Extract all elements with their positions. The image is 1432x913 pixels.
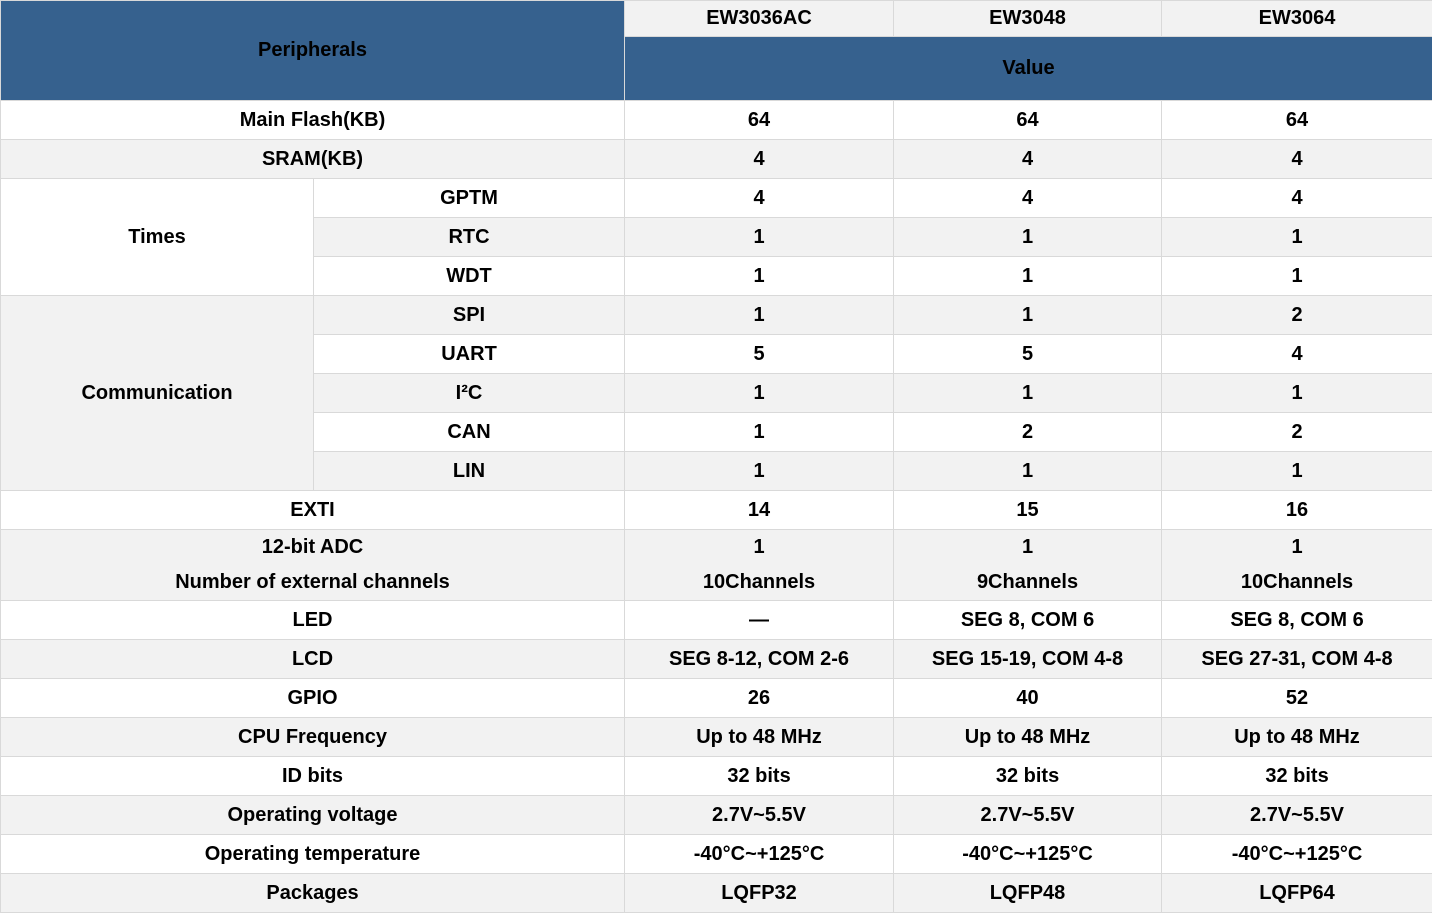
cell-value: Up to 48 MHz [1162, 718, 1432, 757]
table-row: Operating voltage 2.7V~5.5V 2.7V~5.5V 2.… [1, 796, 1432, 835]
table-row: Main Flash(KB) 64 64 64 [1, 101, 1432, 140]
table-row: Operating temperature -40°C~+125°C -40°C… [1, 835, 1432, 874]
cell-value: 1 [1162, 257, 1432, 296]
cell-value: 40 [894, 679, 1162, 718]
group-label-times: Times [1, 179, 314, 296]
cell-value: 1 [894, 296, 1162, 335]
cell-value: 64 [625, 101, 894, 140]
cell-value: -40°C~+125°C [894, 835, 1162, 874]
cell-value: 2 [1162, 296, 1432, 335]
cell-value: 1 [894, 374, 1162, 413]
cell-value: 2 [1162, 413, 1432, 452]
table-row: 12-bit ADC Number of external channels 1… [1, 530, 1432, 601]
cell-value: 2.7V~5.5V [894, 796, 1162, 835]
cell-value: 2.7V~5.5V [625, 796, 894, 835]
table-row: SRAM(KB) 4 4 4 [1, 140, 1432, 179]
cell-value: 1 [894, 218, 1162, 257]
cell-value: SEG 27-31, COM 4-8 [1162, 640, 1432, 679]
cell-value: 5 [625, 335, 894, 374]
row-label: GPTM [314, 179, 625, 218]
cell-value: 52 [1162, 679, 1432, 718]
cell-value: 1 [894, 452, 1162, 491]
cell-value: 26 [625, 679, 894, 718]
cell-value: 4 [625, 179, 894, 218]
cell-value: SEG 8-12, COM 2-6 [625, 640, 894, 679]
row-label: Operating voltage [1, 796, 625, 835]
cell-value: 32 bits [894, 757, 1162, 796]
header-row-models: Peripherals EW3036AC EW3048 EW3064 [1, 1, 1432, 37]
cell-value: -40°C~+125°C [1162, 835, 1432, 874]
row-label: EXTI [1, 491, 625, 530]
group-label-communication: Communication [1, 296, 314, 491]
row-label: Main Flash(KB) [1, 101, 625, 140]
cell-value: 1 [625, 374, 894, 413]
cell-value: 4 [1162, 140, 1432, 179]
row-label: ID bits [1, 757, 625, 796]
table-row: CPU Frequency Up to 48 MHz Up to 48 MHz … [1, 718, 1432, 757]
cell-value: 32 bits [625, 757, 894, 796]
cell-value: 1 [1162, 452, 1432, 491]
cell-value: SEG 15-19, COM 4-8 [894, 640, 1162, 679]
cell-value: 1 10Channels [625, 530, 894, 601]
cell-value: -40°C~+125°C [625, 835, 894, 874]
table-row: Times GPTM 4 4 4 [1, 179, 1432, 218]
peripherals-header-cell: Peripherals [1, 1, 625, 101]
table-row: ID bits 32 bits 32 bits 32 bits [1, 757, 1432, 796]
cell-value: 1 [625, 218, 894, 257]
cell-value: Up to 48 MHz [625, 718, 894, 757]
cell-value: 1 [1162, 374, 1432, 413]
row-label: CAN [314, 413, 625, 452]
cell-value: 5 [894, 335, 1162, 374]
cell-value: 2 [894, 413, 1162, 452]
cell-value: 4 [625, 140, 894, 179]
cell-value: 4 [894, 140, 1162, 179]
cell-value: SEG 8, COM 6 [1162, 601, 1432, 640]
cell-value: 1 [625, 413, 894, 452]
cell-value: 16 [1162, 491, 1432, 530]
row-label: LED [1, 601, 625, 640]
cell-value: 4 [1162, 179, 1432, 218]
value-header-cell: Value [625, 37, 1432, 101]
cell-value: 1 [894, 257, 1162, 296]
table-row: EXTI 14 15 16 [1, 491, 1432, 530]
cell-value: 1 [625, 296, 894, 335]
cell-value: 64 [894, 101, 1162, 140]
row-label: 12-bit ADC Number of external channels [1, 530, 625, 601]
model-header-ew3064: EW3064 [1162, 1, 1432, 37]
model-header-ew3036ac: EW3036AC [625, 1, 894, 37]
row-label: Operating temperature [1, 835, 625, 874]
cell-value: 4 [1162, 335, 1432, 374]
cell-value: 1 10Channels [1162, 530, 1432, 601]
cell-value: 1 [1162, 218, 1432, 257]
cell-value: 1 9Channels [894, 530, 1162, 601]
cell-value: 32 bits [1162, 757, 1432, 796]
row-label: LIN [314, 452, 625, 491]
cell-value: 14 [625, 491, 894, 530]
table-row: GPIO 26 40 52 [1, 679, 1432, 718]
cell-value: 64 [1162, 101, 1432, 140]
row-label: WDT [314, 257, 625, 296]
row-label: RTC [314, 218, 625, 257]
row-label: UART [314, 335, 625, 374]
cell-value: — [625, 601, 894, 640]
cell-value: 1 [625, 452, 894, 491]
row-label: CPU Frequency [1, 718, 625, 757]
table-row: LCD SEG 8-12, COM 2-6 SEG 15-19, COM 4-8… [1, 640, 1432, 679]
cell-value: 1 [625, 257, 894, 296]
row-label: GPIO [1, 679, 625, 718]
row-label: I²C [314, 374, 625, 413]
row-label: LCD [1, 640, 625, 679]
row-label: SRAM(KB) [1, 140, 625, 179]
cell-value: 2.7V~5.5V [1162, 796, 1432, 835]
cell-value: SEG 8, COM 6 [894, 601, 1162, 640]
table-row: LED — SEG 8, COM 6 SEG 8, COM 6 [1, 601, 1432, 640]
cell-value: 15 [894, 491, 1162, 530]
table-row: Communication SPI 1 1 2 [1, 296, 1432, 335]
cell-value: 4 [894, 179, 1162, 218]
model-header-ew3048: EW3048 [894, 1, 1162, 37]
cell-value: Up to 48 MHz [894, 718, 1162, 757]
row-label: SPI [314, 296, 625, 335]
